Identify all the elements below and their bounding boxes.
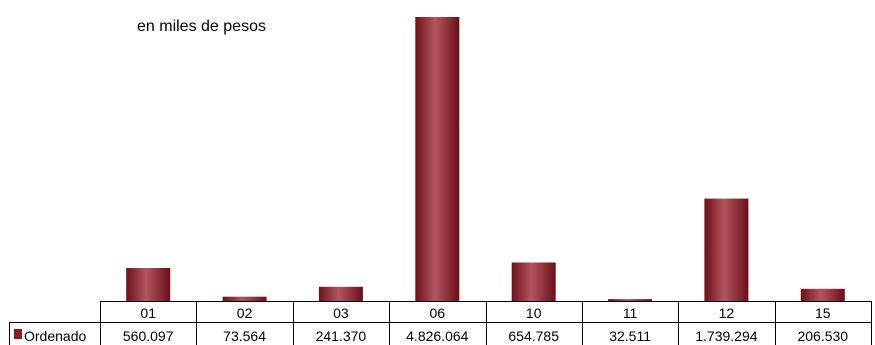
value-label-10: 654.785: [508, 328, 559, 344]
category-label-10: 10: [526, 305, 542, 321]
value-label-15: 206.530: [797, 328, 848, 344]
legend-swatch: [14, 329, 22, 339]
legend-label: Ordenado: [24, 328, 86, 344]
bar-02: [222, 296, 267, 301]
value-label-01: 560.097: [123, 328, 174, 344]
bar-01: [126, 268, 171, 301]
value-label-03: 241.370: [316, 328, 367, 344]
category-label-11: 11: [623, 305, 638, 321]
units-label: en miles de pesos: [137, 18, 266, 35]
bar-06: [415, 17, 460, 301]
bar-10: [511, 262, 556, 301]
category-label-15: 15: [815, 305, 831, 321]
value-label-02: 73.564: [223, 328, 266, 344]
bar-12: [704, 198, 749, 301]
category-label-12: 12: [719, 305, 735, 321]
bar-11: [608, 299, 653, 301]
category-label-01: 01: [140, 305, 156, 321]
bar-15: [800, 288, 845, 301]
bar-03: [318, 286, 363, 301]
value-label-06: 4.826.064: [406, 328, 468, 344]
value-label-12: 1.739.294: [695, 328, 757, 344]
category-label-03: 03: [333, 305, 349, 321]
value-label-11: 32.511: [609, 328, 651, 344]
category-label-02: 02: [237, 305, 253, 321]
category-label-06: 06: [430, 305, 446, 321]
